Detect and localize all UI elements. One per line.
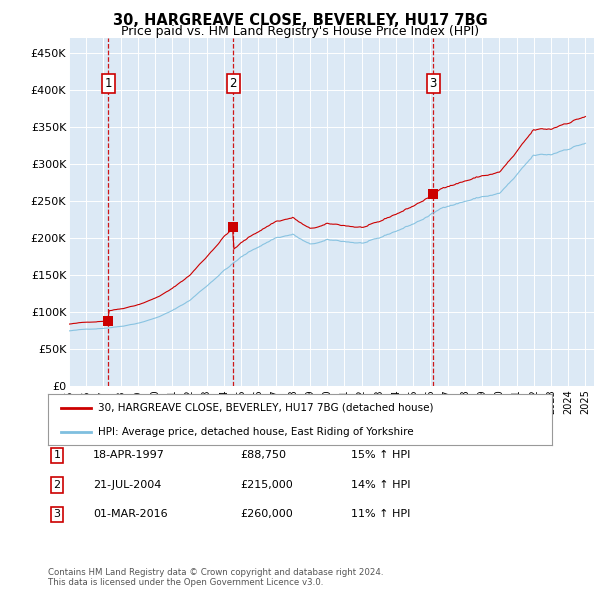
Text: Contains HM Land Registry data © Crown copyright and database right 2024.
This d: Contains HM Land Registry data © Crown c… xyxy=(48,568,383,587)
Text: HPI: Average price, detached house, East Riding of Yorkshire: HPI: Average price, detached house, East… xyxy=(98,428,414,437)
Text: 21-JUL-2004: 21-JUL-2004 xyxy=(93,480,161,490)
Text: 01-MAR-2016: 01-MAR-2016 xyxy=(93,510,167,519)
Text: Price paid vs. HM Land Registry's House Price Index (HPI): Price paid vs. HM Land Registry's House … xyxy=(121,25,479,38)
Text: 30, HARGREAVE CLOSE, BEVERLEY, HU17 7BG: 30, HARGREAVE CLOSE, BEVERLEY, HU17 7BG xyxy=(113,13,487,28)
Text: £88,750: £88,750 xyxy=(240,451,286,460)
Text: 3: 3 xyxy=(53,510,61,519)
Text: 2: 2 xyxy=(53,480,61,490)
Text: 30, HARGREAVE CLOSE, BEVERLEY, HU17 7BG (detached house): 30, HARGREAVE CLOSE, BEVERLEY, HU17 7BG … xyxy=(98,402,434,412)
Text: £260,000: £260,000 xyxy=(240,510,293,519)
Text: 2: 2 xyxy=(229,77,237,90)
Text: 14% ↑ HPI: 14% ↑ HPI xyxy=(351,480,410,490)
Text: £215,000: £215,000 xyxy=(240,480,293,490)
Text: 1: 1 xyxy=(104,77,112,90)
Text: 3: 3 xyxy=(430,77,437,90)
Text: 15% ↑ HPI: 15% ↑ HPI xyxy=(351,451,410,460)
Text: 11% ↑ HPI: 11% ↑ HPI xyxy=(351,510,410,519)
Text: 18-APR-1997: 18-APR-1997 xyxy=(93,451,165,460)
Text: 1: 1 xyxy=(53,451,61,460)
